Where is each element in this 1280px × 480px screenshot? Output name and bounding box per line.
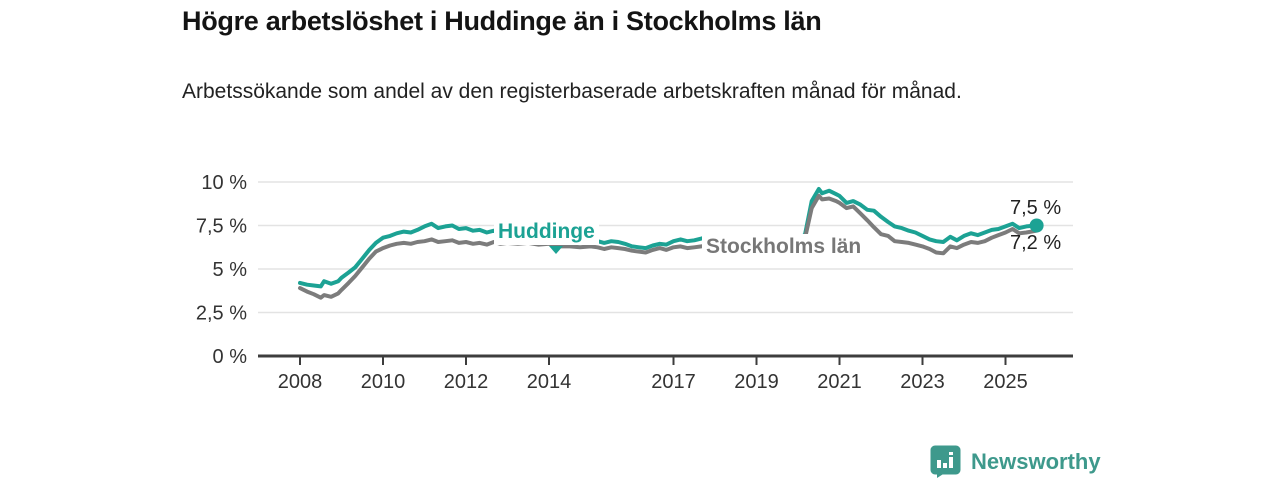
y-axis-label: 0 % xyxy=(213,346,248,368)
series-label-stockholm: Stockholms län xyxy=(702,234,866,260)
newsworthy-logo[interactable]: Newsworthy xyxy=(930,445,1101,478)
y-axis-label: 10 % xyxy=(201,172,247,194)
y-axis-label: 7,5 % xyxy=(196,216,247,238)
triangle-down-icon xyxy=(549,246,563,254)
end-value-stockholm: 7,2 % xyxy=(1010,232,1062,254)
x-axis-label: 2008 xyxy=(278,371,323,393)
chart-subtitle: Arbetssökande som andel av den registerb… xyxy=(182,80,962,103)
end-value-huddinge: 7,5 % xyxy=(1010,197,1062,219)
x-axis-label: 2021 xyxy=(817,371,862,393)
x-axis-label: 2010 xyxy=(361,371,406,393)
y-axis-label: 2,5 % xyxy=(196,303,247,325)
x-axis-label: 2012 xyxy=(444,371,489,393)
x-axis-label: 2019 xyxy=(734,371,779,393)
latest-value-dot xyxy=(1029,218,1044,233)
x-axis-label: 2023 xyxy=(900,371,945,393)
x-axis-label: 2025 xyxy=(983,371,1028,393)
x-axis-label: 2017 xyxy=(651,371,696,393)
x-axis-label: 2014 xyxy=(527,371,572,393)
series-label-huddinge: Huddinge xyxy=(494,219,599,245)
stockholms-l-n-line xyxy=(298,193,1039,300)
huddinge-line xyxy=(298,187,1039,289)
newsworthy-wordmark: Newsworthy xyxy=(971,448,1101,474)
page-title: Högre arbetslöshet i Huddinge än i Stock… xyxy=(182,6,822,36)
newsworthy-bubble-icon xyxy=(930,445,961,478)
y-axis-label: 5 % xyxy=(213,259,248,281)
